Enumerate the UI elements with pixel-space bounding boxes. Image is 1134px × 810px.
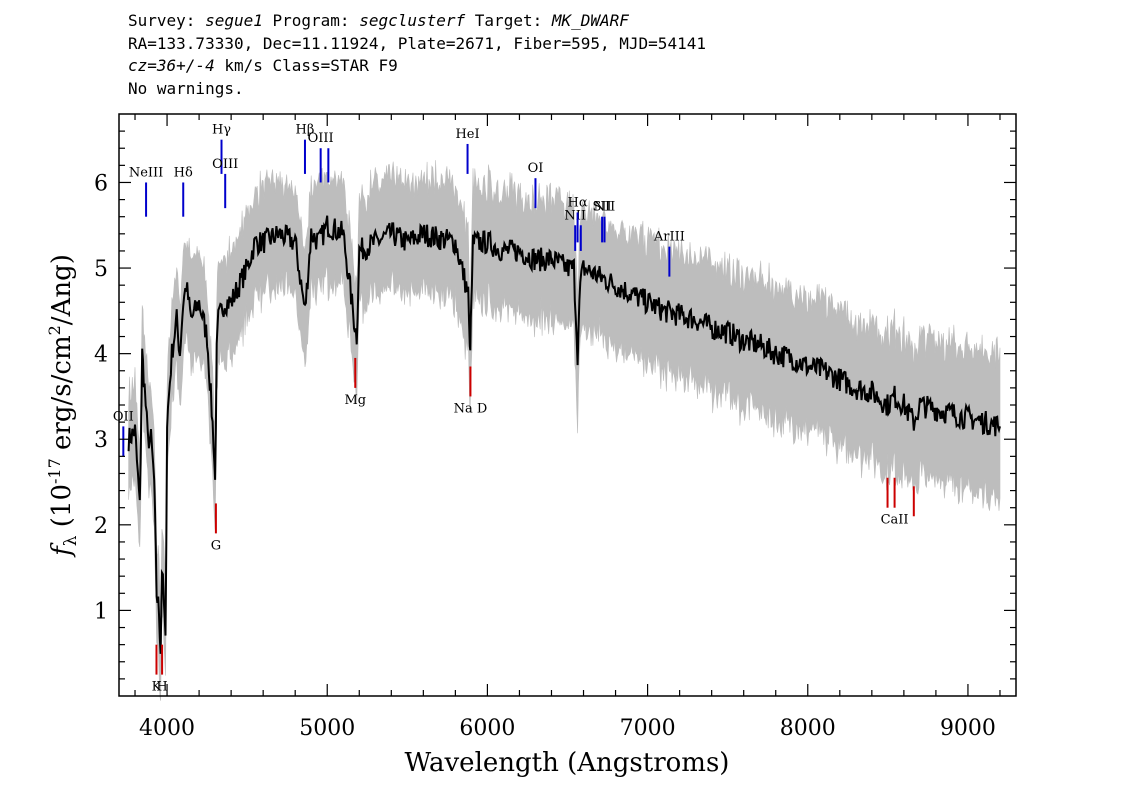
spectrum-header: Survey: segue1 Program: segclusterf Targ…	[128, 10, 706, 100]
emission-line-label: Hγ	[212, 123, 231, 138]
y-tick-label: 5	[94, 257, 108, 282]
emission-line-label: Hα	[568, 195, 588, 210]
emission-line-label: NII	[564, 208, 586, 223]
x-tick-label: 4000	[139, 716, 195, 741]
absorption-line-label: Na D	[454, 401, 488, 416]
header-line-warnings: No warnings.	[128, 78, 244, 98]
x-tick-label: 7000	[620, 716, 676, 741]
emission-line-label: ArIII	[653, 230, 685, 245]
emission-line-label: OI	[528, 161, 544, 176]
emission-line-label: OII	[113, 409, 134, 424]
error-band	[128, 160, 1001, 701]
emission-line-label: SII	[593, 200, 612, 215]
header-line-survey: Survey: segue1 Program: segclusterf Targ…	[128, 11, 629, 30]
y-axis: 1 2 3 4 5 6	[94, 130, 1016, 680]
survey-value: segue1	[205, 11, 263, 30]
target-value: MK_DWARF	[551, 11, 629, 30]
emission-line-label: NeIII	[129, 165, 163, 180]
error-band-series	[128, 160, 1001, 701]
emission-line-label: HeI	[455, 127, 479, 142]
flux-series-layer	[127, 215, 1001, 654]
absorption-line-label: H	[156, 680, 167, 695]
x-axis-title: Wavelength (Angstroms)	[405, 748, 730, 778]
flux-series-line	[127, 215, 1001, 654]
emission-line-label: OIII	[212, 157, 238, 172]
absorption-line-label: Mg	[344, 393, 366, 408]
program-value: segclusterf	[359, 11, 466, 30]
y-tick-label: 3	[94, 428, 108, 453]
emission-line-label: Hβ	[296, 123, 315, 138]
absorption-line-label: CaII	[881, 513, 909, 528]
x-axis: 4000 5000 6000 7000 8000 9000	[134, 114, 1001, 741]
y-tick-label: 1	[94, 599, 108, 624]
y-tick-label: 2	[94, 514, 108, 539]
x-tick-label: 9000	[940, 716, 996, 741]
emission-line-label: Hδ	[174, 165, 193, 180]
y-tick-label: 6	[94, 171, 108, 196]
emission-line-label: OIII	[308, 131, 334, 146]
header-line-coordinates: RA=133.73330, Dec=11.11924, Plate=2671, …	[128, 33, 706, 53]
header-line-redshift: cz=36+/-4 km/s Class=STAR F9	[128, 56, 398, 75]
absorption-line-label: G	[211, 538, 221, 553]
y-axis-title: fλ (10-17 erg/s/cm2/Ang)	[45, 254, 81, 558]
x-tick-label: 6000	[459, 716, 515, 741]
cz-value: cz=36+/-4	[128, 56, 215, 75]
y-tick-label: 4	[94, 343, 108, 368]
absorption-line-label: K	[152, 680, 162, 695]
x-tick-label: 5000	[299, 716, 355, 741]
emission-line-label: NII	[594, 200, 616, 215]
x-tick-label: 8000	[780, 716, 836, 741]
